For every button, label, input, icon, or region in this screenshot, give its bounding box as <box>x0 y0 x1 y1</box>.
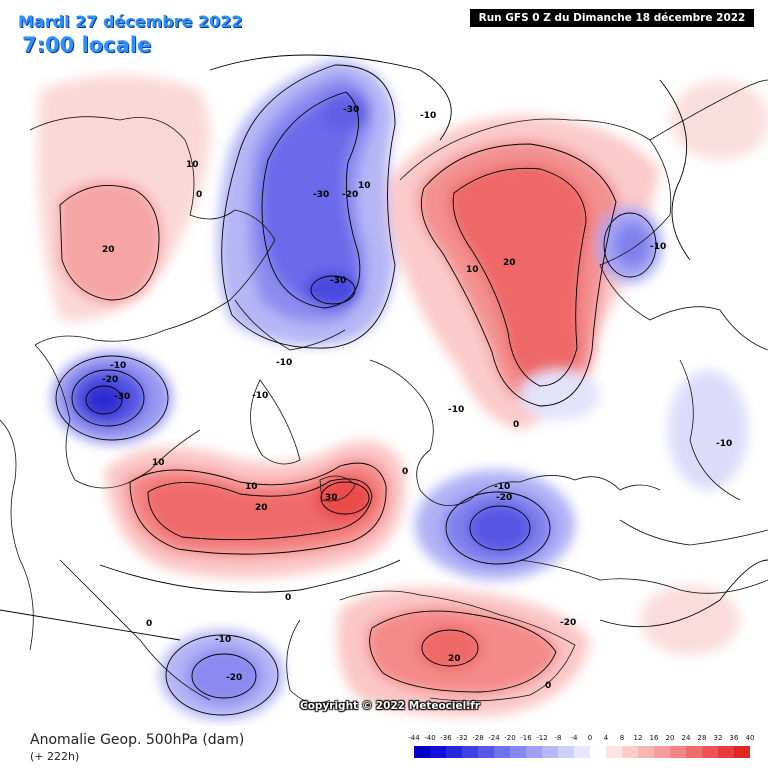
color-scale-label: -8 <box>554 734 562 742</box>
color-scale-label: -36 <box>440 734 452 742</box>
color-scale-label: -28 <box>472 734 484 742</box>
contour-label: -10 <box>110 361 126 371</box>
contour-label: 10 <box>245 482 258 492</box>
contour-label: 20 <box>503 258 516 268</box>
color-scale-label: 12 <box>633 734 643 742</box>
color-scale-label: 28 <box>697 734 707 742</box>
contour-label: -20 <box>342 190 358 200</box>
color-scale-label: 24 <box>681 734 691 742</box>
model-run-banner: Run GFS 0 Z du Dimanche 18 décembre 2022 <box>470 9 754 27</box>
contour-label: -30 <box>313 190 329 200</box>
contour-label: 0 <box>513 420 519 430</box>
contour-label: 20 <box>102 245 115 255</box>
copyright-notice: Copyright © 2022 Meteociel.fr <box>300 700 480 712</box>
contour-label: 10 <box>186 160 199 170</box>
contour-label: 10 <box>152 458 165 468</box>
color-scale-labels: -44 -40 -36 -32 -28 -24 -20 -16 -12 -8 -4 0 4 8 12 16 20… <box>408 734 754 744</box>
color-scale-swatch <box>446 746 462 758</box>
color-scale-swatch <box>510 746 526 758</box>
valid-date: Mardi 27 décembre 2022 <box>18 12 243 31</box>
valid-time: 7:00 locale <box>22 33 152 57</box>
contour-label: 20 <box>448 654 461 664</box>
contour-label: -20 <box>226 673 242 683</box>
color-scale-swatch <box>414 746 430 758</box>
color-scale-bar <box>414 746 750 758</box>
contour-label: 0 <box>146 619 152 629</box>
contour-label: 10 <box>358 181 371 191</box>
color-scale-label: -24 <box>488 734 500 742</box>
contours <box>0 54 768 716</box>
contour-label: -30 <box>330 276 346 286</box>
color-scale-label: -4 <box>570 734 578 742</box>
color-scale-label: 32 <box>713 734 723 742</box>
color-scale-swatch <box>654 746 670 758</box>
color-scale-swatch <box>638 746 654 758</box>
color-scale-label: -32 <box>456 734 468 742</box>
contour-label: 0 <box>545 681 551 691</box>
contour-label: -10 <box>716 439 732 449</box>
contour-label: -30 <box>343 105 359 115</box>
color-scale-label: -12 <box>536 734 548 742</box>
coastlines <box>0 79 768 704</box>
color-scale-swatch <box>734 746 750 758</box>
contour-label: 0 <box>402 467 408 477</box>
color-scale-swatch <box>574 746 590 758</box>
color-scale-label: 8 <box>619 734 625 742</box>
color-scale-label: -16 <box>520 734 532 742</box>
color-scale-label: 0 <box>587 734 593 742</box>
color-scale-swatch <box>702 746 718 758</box>
ridge-north-america <box>58 180 163 305</box>
contour-label: 10 <box>466 265 479 275</box>
product-title: Anomalie Geop. 500hPa (dam) <box>30 732 245 748</box>
color-scale-swatch <box>622 746 638 758</box>
anomaly-fields <box>37 60 768 720</box>
contour-label: -20 <box>496 493 512 503</box>
color-scale-swatch <box>478 746 494 758</box>
color-scale-label: 40 <box>745 734 755 742</box>
color-scale-swatch <box>686 746 702 758</box>
contour-label: -10 <box>215 635 231 645</box>
contour-label: -20 <box>560 618 576 628</box>
color-scale-label: -40 <box>424 734 436 742</box>
color-scale-swatch <box>430 746 446 758</box>
contour-label: -10 <box>252 391 268 401</box>
color-scale-swatch <box>590 746 606 758</box>
contour-label: 20 <box>255 503 268 513</box>
contour-label: -10 <box>650 242 666 252</box>
contour-label: -20 <box>102 375 118 385</box>
contour-label: 30 <box>325 493 338 503</box>
contour-label: -10 <box>448 405 464 415</box>
contour-label: -10 <box>494 482 510 492</box>
contour-labels: -30 -30 -20 -10 -30 -10 -20 -30 10 0 20 … <box>102 105 732 691</box>
color-scale-label: 16 <box>649 734 659 742</box>
color-scale-label: 36 <box>729 734 739 742</box>
contour-label: 0 <box>196 190 202 200</box>
contour-label: -30 <box>114 392 130 402</box>
color-scale-swatch <box>526 746 542 758</box>
contour-label: -10 <box>420 111 436 121</box>
color-scale-label: -20 <box>504 734 516 742</box>
color-scale-swatch <box>670 746 686 758</box>
color-scale-swatch <box>606 746 622 758</box>
color-scale-label: 4 <box>603 734 609 742</box>
color-scale-swatch <box>494 746 510 758</box>
color-scale-swatch <box>542 746 558 758</box>
color-scale-label: 20 <box>665 734 675 742</box>
contour-label: -10 <box>276 358 292 368</box>
color-scale-swatch <box>558 746 574 758</box>
color-scale-label: -44 <box>408 734 420 742</box>
color-scale-swatch <box>718 746 734 758</box>
lead-time: (+ 222h) <box>30 750 80 763</box>
contour-label: 0 <box>285 593 291 603</box>
color-scale-swatch <box>462 746 478 758</box>
trough-arctic-core <box>261 95 357 305</box>
